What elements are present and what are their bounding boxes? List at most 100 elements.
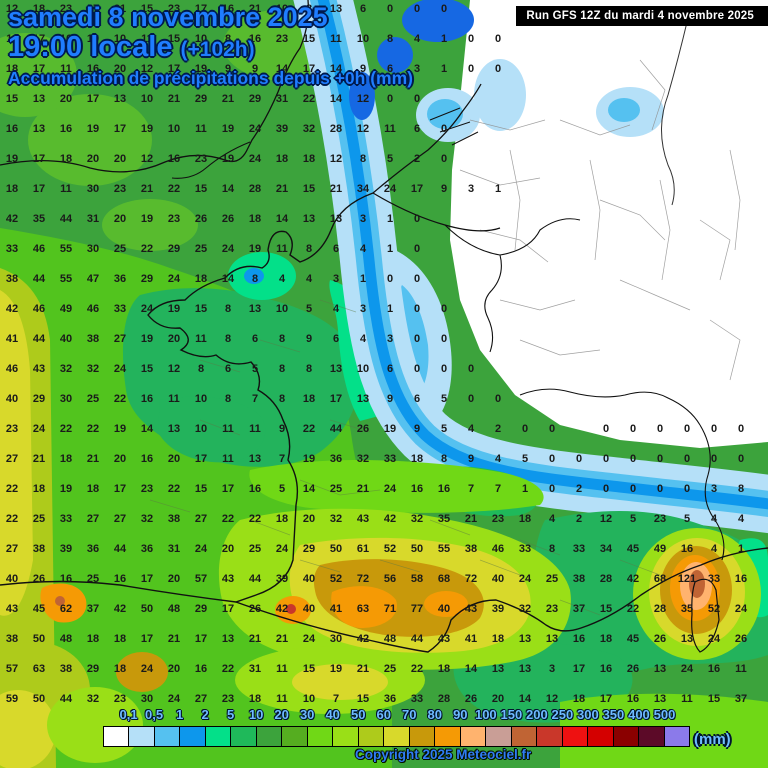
- precip-value: 72: [357, 573, 369, 585]
- precip-value: 16: [114, 573, 126, 585]
- precip-value: 0: [441, 3, 447, 15]
- precip-value: 12: [357, 123, 369, 135]
- precip-value: 8: [279, 333, 285, 345]
- precip-value: 41: [330, 603, 342, 615]
- precip-value: 45: [627, 633, 639, 645]
- precip-value: 42: [384, 513, 396, 525]
- legend-box: [588, 727, 614, 746]
- precip-value: 14: [330, 63, 343, 75]
- precip-value: 0: [684, 453, 690, 465]
- precip-value: 1: [387, 303, 393, 315]
- precip-value: 4: [360, 333, 367, 345]
- precip-value: 9: [306, 333, 312, 345]
- precip-value: 17: [600, 693, 612, 705]
- precip-value: 24: [276, 543, 289, 555]
- precip-value: 52: [384, 543, 396, 555]
- precip-value: 17: [141, 633, 153, 645]
- precip-value: 0: [468, 63, 474, 75]
- precip-value: 32: [87, 363, 99, 375]
- precip-value: 63: [357, 603, 369, 615]
- precip-value: 23: [60, 3, 72, 15]
- precip-value: 32: [330, 513, 342, 525]
- precip-value: 0: [630, 453, 636, 465]
- forecast-time: 19:00 locale (+102h): [8, 31, 255, 64]
- precip-value: 16: [87, 63, 99, 75]
- precip-value: 21: [222, 93, 234, 105]
- precip-value: 15: [600, 603, 612, 615]
- precip-value: 28: [438, 693, 450, 705]
- precip-value: 55: [60, 273, 72, 285]
- precip-value: 39: [60, 543, 72, 555]
- precip-value: 8: [549, 543, 555, 555]
- precip-value: 0: [495, 393, 501, 405]
- precip-value: 15: [303, 183, 315, 195]
- precip-value: 8: [738, 483, 744, 495]
- precip-value: 17: [573, 663, 585, 675]
- precip-value: 0: [414, 303, 420, 315]
- precip-value: 11: [276, 243, 288, 255]
- precip-value: 18: [6, 63, 18, 75]
- precip-value: 33: [411, 693, 423, 705]
- precip-value: 26: [33, 573, 45, 585]
- legend-label: 80: [427, 707, 443, 722]
- coastlines-and-borders: [0, 0, 768, 653]
- precip-value: 0: [711, 453, 717, 465]
- precip-value: 22: [6, 483, 18, 495]
- precip-value: 3: [360, 213, 366, 225]
- precip-value: 37: [87, 3, 99, 15]
- precip-value: 36: [114, 273, 126, 285]
- precip-value: 14: [141, 423, 154, 435]
- department-boundaries: [459, 59, 741, 381]
- precip-value: 55: [438, 543, 450, 555]
- precip-value: 40: [6, 573, 18, 585]
- precip-value: 5: [684, 513, 690, 525]
- precip-value: 0: [414, 363, 420, 375]
- precip-value: 0: [630, 423, 636, 435]
- precip-value: 8: [387, 33, 393, 45]
- precip-value: 38: [33, 543, 45, 555]
- precip-value: 5: [306, 303, 312, 315]
- precip-value: 0: [711, 423, 717, 435]
- precip-value: 42: [114, 603, 126, 615]
- precip-value: 27: [195, 693, 207, 705]
- precip-value: 20: [492, 693, 504, 705]
- precip-value: 5: [522, 453, 528, 465]
- precip-value: 30: [87, 243, 99, 255]
- precip-value: 0: [441, 363, 447, 375]
- precip-value: 38: [573, 573, 585, 585]
- precip-value: 17: [330, 393, 342, 405]
- precip-value: 46: [6, 363, 18, 375]
- precip-value: 12: [6, 3, 18, 15]
- precip-value: 36: [330, 453, 342, 465]
- precip-value: 39: [276, 123, 288, 135]
- precip-value: 5: [441, 423, 447, 435]
- precip-value: 32: [519, 603, 531, 615]
- precip-value: 18: [438, 663, 450, 675]
- precip-value: 9: [279, 423, 285, 435]
- precip-value: 21: [87, 453, 99, 465]
- precip-value: 10: [276, 303, 288, 315]
- precip-value: 9: [387, 393, 393, 405]
- precip-value: 17: [33, 153, 45, 165]
- precip-value: 44: [330, 423, 343, 435]
- legend-box: [613, 727, 640, 746]
- legend-box: [129, 727, 155, 746]
- precip-value: 0: [441, 303, 447, 315]
- precip-value: 27: [6, 453, 18, 465]
- precip-value: 18: [114, 633, 126, 645]
- precip-value: 32: [411, 513, 423, 525]
- precip-value: 4: [549, 513, 556, 525]
- precip-value: 2: [414, 153, 420, 165]
- copyright-text: Copyright 2025 Meteociel.fr: [355, 747, 532, 762]
- precip-value: 17: [195, 453, 207, 465]
- precip-value: 6: [333, 333, 339, 345]
- precip-value: 8: [441, 453, 447, 465]
- precip-value: 11: [195, 123, 207, 135]
- legend-label: 100: [474, 707, 497, 722]
- legend-label: 250: [551, 707, 574, 722]
- precip-value: 1: [387, 243, 393, 255]
- precip-value: 11: [195, 333, 207, 345]
- legend-label: 150: [500, 707, 523, 722]
- precip-value: 16: [573, 633, 585, 645]
- precip-value: 0: [414, 213, 420, 225]
